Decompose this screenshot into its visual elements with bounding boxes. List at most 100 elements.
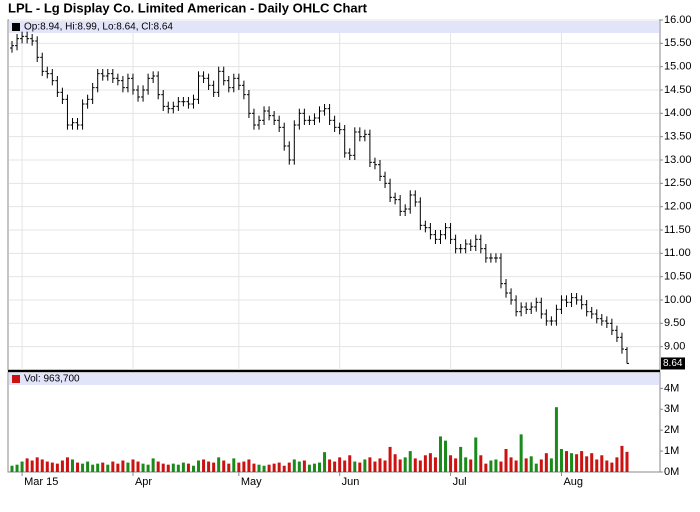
- volume-bar: [494, 459, 498, 472]
- volume-bar: [126, 462, 130, 472]
- volume-bar: [469, 459, 473, 472]
- volume-bar: [378, 458, 382, 472]
- y-tick-label: 11.00: [664, 247, 691, 259]
- volume-bar: [338, 457, 342, 472]
- volume-bar: [60, 460, 64, 472]
- volume-bar: [262, 465, 266, 472]
- x-tick-label: Jun: [342, 476, 360, 488]
- volume-bar: [615, 457, 619, 472]
- volume-legend: Vol: 963,700: [24, 374, 80, 385]
- y-tick-label: 9.50: [664, 317, 685, 329]
- volume-bar: [101, 462, 105, 472]
- volume-bar: [222, 460, 226, 472]
- x-tick-label: Jul: [453, 476, 467, 488]
- volume-bar: [565, 451, 569, 472]
- volume-bar: [217, 457, 221, 472]
- volume-legend-swatch: [12, 375, 20, 383]
- volume-bar: [30, 460, 34, 472]
- volume-bar: [212, 462, 216, 472]
- volume-bar: [76, 462, 80, 472]
- volume-tick-label: 3M: [664, 403, 679, 415]
- ohlc-legend: Op:8.94, Hi:8.99, Lo:8.64, Cl:8.64: [24, 22, 173, 33]
- y-tick-label: 14.50: [664, 84, 692, 96]
- volume-bar: [333, 461, 337, 472]
- volume-bar: [40, 459, 44, 472]
- y-tick-label: 10.50: [664, 271, 692, 283]
- volume-bar: [116, 463, 120, 472]
- volume-bar: [398, 459, 402, 472]
- volume-bar: [544, 453, 548, 472]
- volume-bar: [489, 460, 493, 472]
- volume-bar: [348, 455, 352, 472]
- volume-bar: [519, 434, 523, 472]
- volume-bar: [267, 464, 271, 472]
- volume-bar: [50, 462, 54, 472]
- volume-bar: [242, 461, 246, 472]
- volume-bar: [610, 462, 614, 472]
- y-tick-label: 9.00: [664, 341, 685, 353]
- volume-bar: [111, 461, 115, 472]
- volume-bar: [55, 463, 59, 472]
- volume-bar: [171, 463, 175, 472]
- volume-bar: [363, 459, 367, 472]
- price-legend-swatch: [12, 23, 20, 31]
- volume-bar: [464, 457, 468, 472]
- volume-bar: [559, 449, 563, 472]
- y-tick-label: 11.50: [664, 224, 691, 236]
- volume-bar: [318, 462, 321, 472]
- y-tick-label: 14.00: [664, 107, 692, 119]
- last-price-label: 8.64: [663, 358, 683, 369]
- volume-bar: [161, 463, 165, 472]
- volume-tick-label: 1M: [664, 445, 679, 457]
- volume-bar: [479, 455, 483, 472]
- volume-bar: [358, 462, 362, 472]
- volume-bar: [277, 462, 281, 472]
- volume-bar: [146, 464, 150, 472]
- volume-bar: [393, 454, 397, 472]
- y-tick-label: 15.00: [664, 61, 692, 73]
- volume-bar: [433, 457, 437, 472]
- volume-bar: [282, 465, 286, 472]
- volume-bar: [252, 463, 256, 472]
- volume-bar: [444, 440, 448, 472]
- volume-bar: [388, 446, 392, 472]
- volume-bar: [343, 460, 347, 472]
- volume-bar: [247, 459, 251, 472]
- volume-bar: [136, 461, 140, 472]
- volume-bar: [91, 464, 95, 472]
- volume-bar: [585, 456, 589, 472]
- volume-bar: [25, 458, 29, 472]
- y-tick-label: 10.00: [664, 294, 692, 306]
- volume-bar: [227, 463, 231, 472]
- volume-bar: [312, 463, 316, 472]
- x-tick-label: Mar 15: [24, 476, 58, 488]
- volume-bar: [121, 460, 125, 472]
- volume-bar: [438, 436, 442, 472]
- y-tick-label: 16.00: [664, 14, 692, 26]
- y-tick-label: 15.50: [664, 37, 692, 49]
- x-tick-label: May: [241, 476, 262, 488]
- volume-bar: [257, 464, 261, 472]
- volume-bar: [408, 451, 412, 472]
- volume-bar: [524, 458, 528, 472]
- volume-bar: [197, 460, 201, 472]
- volume-bar: [570, 453, 574, 472]
- volume-bar: [96, 463, 100, 472]
- volume-bar: [151, 458, 155, 472]
- y-tick-label: 13.50: [664, 131, 692, 143]
- volume-bar: [428, 453, 432, 472]
- volume-bar: [10, 465, 14, 472]
- volume-bar: [509, 457, 513, 472]
- volume-tick-label: 4M: [664, 382, 679, 394]
- volume-bar: [20, 461, 24, 472]
- last-price-box: [661, 357, 685, 370]
- volume-bar: [499, 461, 503, 472]
- volume-bar: [549, 458, 553, 472]
- volume-bar: [307, 464, 311, 472]
- volume-bar: [605, 460, 609, 472]
- volume-bar: [474, 437, 478, 472]
- volume-bar: [620, 445, 624, 472]
- volume-bar: [166, 464, 170, 472]
- volume-bar: [373, 461, 377, 472]
